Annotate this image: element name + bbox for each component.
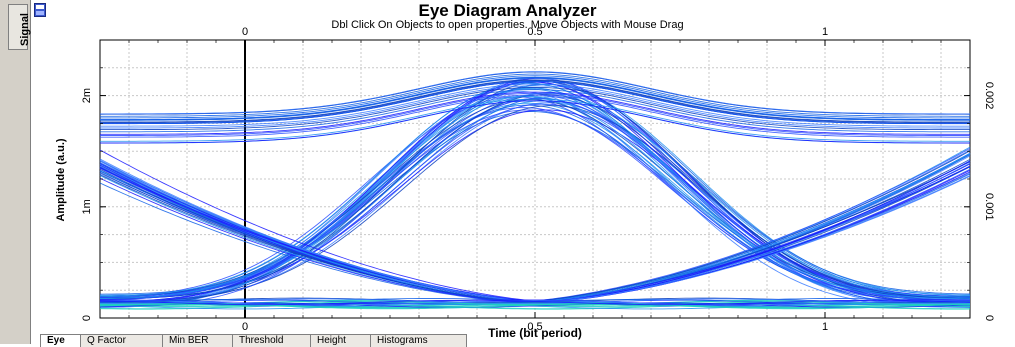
eye-trace bbox=[99, 83, 971, 295]
eye-trace bbox=[100, 100, 970, 144]
eye-trace bbox=[99, 105, 971, 302]
axes: 0 0 0.5 0.5 1 1 0 1m 2m 0 0.001 0.002 bbox=[81, 26, 995, 333]
y-tick-label: 0 bbox=[81, 315, 93, 321]
eye-trace bbox=[99, 82, 971, 298]
eye-trace bbox=[100, 97, 970, 308]
eye-trace bbox=[100, 77, 970, 121]
window-menu-icon[interactable] bbox=[34, 3, 46, 17]
tab-q-factor[interactable]: Q Factor bbox=[80, 334, 164, 347]
eye-trace bbox=[100, 91, 970, 135]
side-panel: Signal bbox=[0, 0, 31, 344]
eye-trace bbox=[99, 300, 971, 306]
y2-tick-label: 0.001 bbox=[983, 193, 995, 221]
eye-trace bbox=[100, 85, 970, 129]
eye-trace bbox=[100, 83, 970, 127]
x-top-tick-label: 0.5 bbox=[527, 26, 542, 38]
eye-trace bbox=[100, 79, 970, 124]
eye-trace bbox=[99, 95, 970, 300]
eye-trace bbox=[100, 71, 970, 115]
eye-trace bbox=[100, 73, 970, 117]
chart-title: Eye Diagram Analyzer bbox=[418, 1, 597, 20]
y-tick-label: 2m bbox=[81, 88, 93, 103]
y2-tick-label: 0 bbox=[983, 315, 995, 321]
chart-subtitle: Dbl Click On Objects to open properties.… bbox=[331, 19, 684, 31]
x-tick-label: 0.5 bbox=[527, 321, 542, 333]
side-tab-signal[interactable]: Signal bbox=[8, 4, 31, 50]
eye-trace bbox=[100, 89, 970, 133]
eye-trace bbox=[100, 86, 970, 131]
y2-tick-label: 0.002 bbox=[983, 82, 995, 110]
x-axis-label: Time (bit period) bbox=[488, 326, 582, 340]
x-tick-label: 0 bbox=[242, 321, 248, 333]
eye-trace bbox=[100, 98, 970, 142]
eye-trace bbox=[100, 81, 970, 125]
eye-trace bbox=[100, 75, 970, 119]
tab-threshold[interactable]: Threshold bbox=[232, 334, 312, 347]
x-top-tick-label: 1 bbox=[822, 26, 828, 38]
eye-trace bbox=[100, 92, 970, 136]
x-tick-label: 1 bbox=[822, 321, 828, 333]
eye-traces bbox=[99, 71, 971, 310]
eye-trace bbox=[99, 302, 971, 308]
y-axis-label: Amplitude (a.u.) bbox=[55, 138, 67, 221]
y-tick-label: 1m bbox=[81, 199, 93, 214]
tab-eye[interactable]: Eye bbox=[40, 334, 82, 347]
eye-trace bbox=[100, 79, 970, 123]
eye-trace bbox=[99, 109, 971, 301]
eye-trace bbox=[99, 299, 971, 306]
eye-trace bbox=[100, 94, 970, 138]
eye-trace bbox=[100, 77, 970, 121]
tab-min-ber[interactable]: Min BER bbox=[162, 334, 234, 347]
tab-height[interactable]: Height bbox=[310, 334, 372, 347]
x-top-tick-label: 0 bbox=[242, 26, 248, 38]
tab-histograms[interactable]: Histograms bbox=[370, 334, 467, 347]
eye-trace bbox=[99, 87, 971, 307]
